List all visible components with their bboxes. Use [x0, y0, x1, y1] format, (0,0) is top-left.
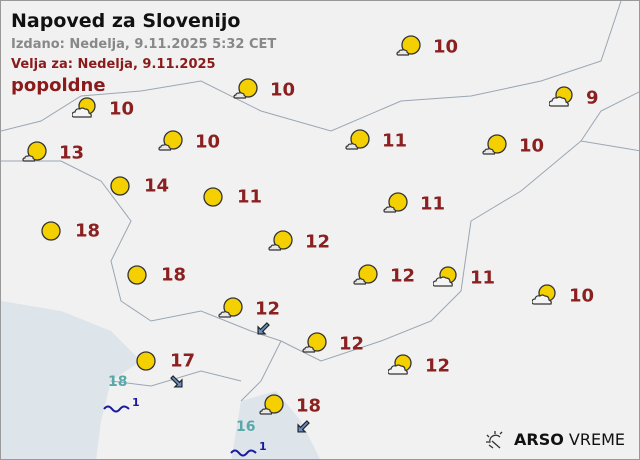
wave-value: 1 [132, 396, 140, 409]
temperature-label: 9 [586, 87, 599, 109]
temperature-label: 10 [569, 285, 595, 307]
partly-cloudy-icon [218, 296, 244, 322]
temperature-label: 10 [433, 36, 459, 58]
forecast-period: popoldne [11, 75, 106, 96]
partly-cloudy-icon [353, 263, 379, 289]
temperature-label: 10 [109, 98, 135, 120]
logo-brand: ARSO [513, 429, 564, 449]
temperature-label: 11 [470, 267, 496, 289]
clear-icon [107, 173, 133, 199]
temperature-label: 10 [195, 131, 221, 153]
wind-arrow-icon [254, 320, 272, 338]
temperature-label: 12 [255, 298, 281, 320]
partly-cloudy-icon [345, 128, 371, 154]
temperature-label: 18 [75, 220, 101, 242]
temperature-label: 12 [425, 355, 451, 377]
partly-cloudy-icon [158, 129, 184, 155]
logo-product: VREME [568, 429, 625, 449]
wind-arrow-icon [168, 373, 186, 391]
temperature-label: 11 [382, 130, 408, 152]
temperature-label: 10 [270, 79, 296, 101]
partly-cloudy-icon [233, 77, 259, 103]
temperature-label: 10 [519, 135, 545, 157]
mostly-cloudy-icon [432, 265, 459, 291]
wind-arrow-icon [294, 418, 312, 436]
sun-logo-icon [485, 431, 503, 449]
temperature-label: 12 [305, 231, 331, 253]
arso-logo: ARSO VREME [484, 429, 625, 449]
temperature-label: 12 [339, 333, 365, 355]
mostly-cloudy-icon [71, 96, 98, 122]
page-title: Napoved za Slovenijo [11, 10, 241, 32]
wave-height-1: 1 [103, 396, 140, 417]
temperature-label: 12 [390, 265, 416, 287]
partly-cloudy-icon [22, 140, 48, 166]
partly-cloudy-icon [383, 191, 409, 217]
temperature-label: 11 [237, 186, 263, 208]
temperature-label: 11 [420, 193, 446, 215]
partly-cloudy-icon [302, 331, 328, 357]
wave-height-2: 1 [230, 440, 267, 459]
issued-time: Izdano: Nedelja, 9.11.2025 5:32 CET [11, 37, 277, 52]
partly-cloudy-icon [396, 34, 422, 60]
partly-cloudy-icon [482, 133, 508, 159]
mostly-cloudy-icon [387, 353, 414, 379]
mostly-cloudy-icon [531, 283, 558, 309]
temperature-label: 18 [161, 264, 187, 286]
valid-date: Velja za: Nedelja, 9.11.2025 [11, 57, 216, 72]
clear-icon [133, 348, 159, 374]
wave-value: 1 [259, 440, 267, 453]
sea-temperature: 16 [236, 419, 256, 435]
sea-temperature: 18 [108, 374, 128, 390]
temperature-label: 18 [296, 395, 322, 417]
wave-icon [230, 449, 257, 457]
mostly-cloudy-icon [548, 85, 575, 111]
temperature-label: 13 [59, 142, 85, 164]
wave-icon [103, 405, 130, 413]
clear-icon [124, 262, 150, 288]
temperature-label: 14 [144, 175, 170, 197]
temperature-label: 17 [170, 350, 196, 372]
partly-cloudy-icon [259, 393, 285, 419]
partly-cloudy-icon [268, 229, 294, 255]
clear-icon [38, 218, 64, 244]
clear-icon [200, 184, 226, 210]
